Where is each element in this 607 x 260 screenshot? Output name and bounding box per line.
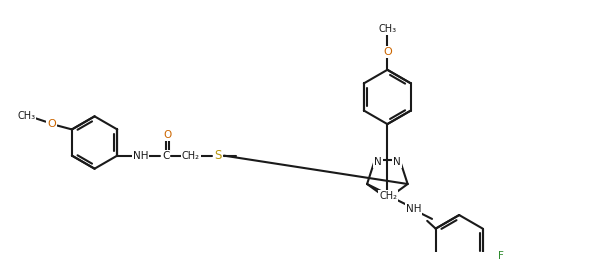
Text: CH₂: CH₂	[379, 191, 398, 201]
Text: C: C	[162, 151, 169, 161]
Text: N: N	[384, 191, 392, 201]
Text: N: N	[393, 157, 401, 167]
Text: O: O	[383, 47, 392, 57]
Text: CH₃: CH₃	[17, 111, 35, 121]
Text: NH: NH	[133, 151, 148, 161]
Text: NH: NH	[406, 204, 421, 214]
Text: N: N	[374, 157, 382, 167]
Text: O: O	[47, 119, 56, 129]
Text: S: S	[214, 149, 222, 162]
Text: CH₃: CH₃	[378, 24, 396, 34]
Text: F: F	[498, 251, 504, 260]
Text: O: O	[163, 130, 171, 140]
Text: CH₂: CH₂	[182, 151, 200, 161]
